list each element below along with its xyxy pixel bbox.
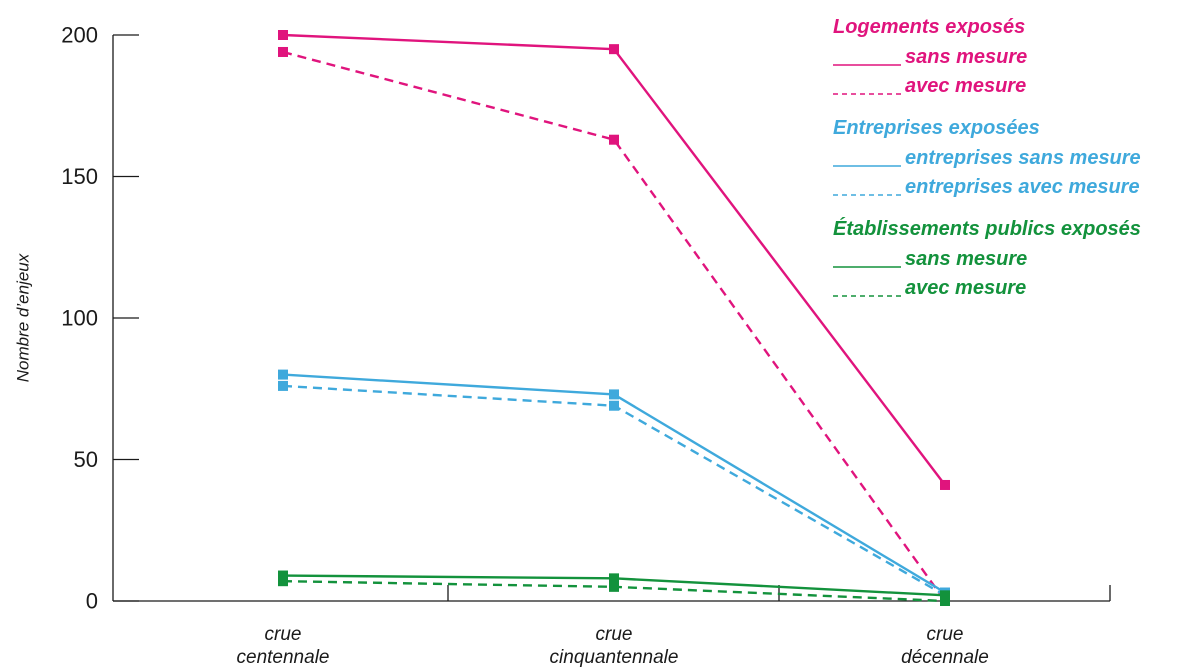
data-point	[278, 46, 288, 57]
legend-item-label: entreprises avec mesure	[905, 176, 1140, 198]
data-point	[609, 573, 619, 584]
data-point	[278, 30, 288, 40]
x-category-label: crue cinquantennale	[550, 624, 679, 668]
series-line	[282, 33, 946, 486]
x-category-label-line: centennale	[237, 647, 330, 668]
series-line	[282, 50, 946, 602]
x-category-label-line: crue	[265, 624, 302, 645]
legend-item-label: sans mesure	[905, 46, 1027, 68]
data-point	[609, 389, 619, 400]
series-line	[282, 384, 946, 597]
data-point	[278, 380, 288, 391]
legend-group-heading: Établissements publics exposés	[833, 217, 1141, 240]
y-tick-label: 50	[74, 447, 98, 472]
series-layer	[278, 30, 950, 606]
y-tick-label: 150	[61, 164, 98, 189]
x-category-label-line: crue	[927, 624, 964, 645]
y-tick-label: 200	[61, 23, 98, 48]
legend-group-heading: Logements exposés	[833, 16, 1025, 38]
data-point	[609, 44, 619, 55]
data-point	[609, 400, 619, 411]
data-point	[940, 479, 950, 490]
data-point	[940, 590, 950, 601]
y-tick-label: 0	[86, 589, 98, 614]
x-category-label-line: décennale	[901, 647, 989, 668]
data-point	[609, 581, 619, 592]
legend-item-label: entreprises sans mesure	[905, 147, 1141, 169]
data-point	[278, 570, 288, 581]
legend: Logements exposés sans mesure avec mesure E…	[833, 16, 1141, 299]
y-tick-label: 100	[61, 306, 98, 331]
legend-item-label: avec mesure	[905, 75, 1026, 97]
data-point	[609, 134, 619, 145]
legend-group-heading: Entreprises exposées	[833, 117, 1040, 139]
legend-item-label: sans mesure	[905, 248, 1027, 270]
data-point	[940, 596, 950, 606]
x-category-label-line: cinquantennale	[550, 647, 679, 668]
x-category-label-line: crue	[596, 624, 633, 645]
data-point	[278, 369, 288, 380]
x-category-label: crue décennale	[901, 624, 989, 668]
y-axis-title: Nombre d’enjeux	[13, 253, 32, 382]
legend-item-label: avec mesure	[905, 277, 1026, 299]
data-point	[278, 576, 288, 587]
x-category-label: crue centennale	[237, 624, 330, 668]
